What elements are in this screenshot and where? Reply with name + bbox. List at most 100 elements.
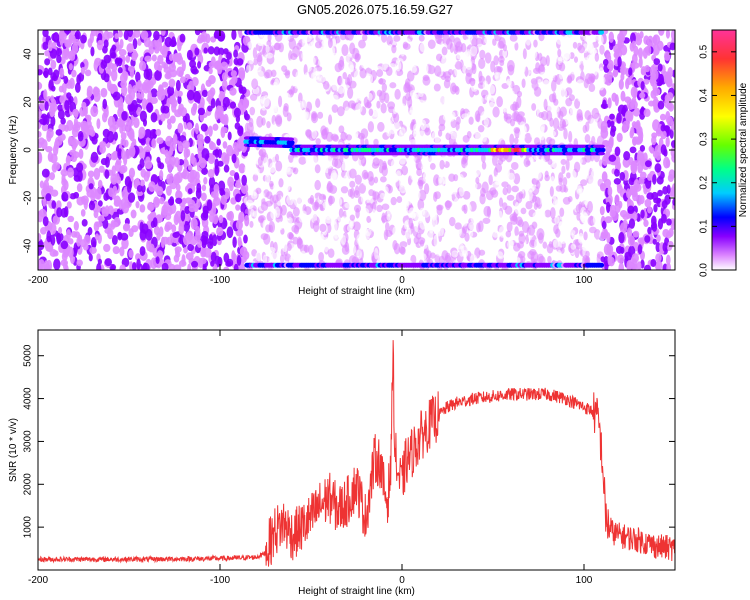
heatmap-cell <box>479 49 486 60</box>
heatmap-cell <box>167 122 172 130</box>
heatmap-cell <box>433 234 439 247</box>
heatmap-cell <box>140 179 145 187</box>
heatmap-cell <box>317 111 324 119</box>
heatmap-x-tick-label: 0 <box>399 275 405 286</box>
heatmap-cell <box>141 98 148 110</box>
heatmap-cell <box>643 78 650 85</box>
heatmap-cell <box>639 171 647 180</box>
heatmap-cell <box>637 237 644 244</box>
heatmap-cell <box>186 84 191 91</box>
heatmap-cell <box>669 42 675 51</box>
heatmap-cell <box>157 90 166 101</box>
heatmap-x-tick-label: -100 <box>210 275 230 286</box>
heatmap-cell <box>660 130 667 140</box>
heatmap-cell <box>117 148 123 160</box>
heatmap-cell <box>290 191 296 201</box>
heatmap-cell <box>47 67 53 76</box>
heatmap-cell <box>292 207 300 217</box>
heatmap-cell <box>245 199 254 210</box>
heatmap-cell <box>263 157 269 170</box>
heatmap-cell <box>252 210 258 218</box>
heatmap-cell <box>558 172 564 183</box>
heatmap-cell <box>626 259 633 270</box>
heatmap-cell <box>598 159 603 167</box>
heatmap-cell <box>297 125 305 136</box>
heatmap-cell <box>45 146 53 153</box>
heatmap-cell <box>172 133 178 145</box>
heatmap-cell <box>60 117 66 125</box>
heatmap-cell <box>240 182 249 195</box>
heatmap-cell <box>506 78 512 86</box>
heatmap-cell <box>592 35 597 42</box>
heatmap-cell <box>187 164 193 171</box>
heatmap-cell <box>506 194 515 201</box>
heatmap-cell <box>174 248 180 256</box>
heatmap-cell <box>576 113 582 120</box>
heatmap-cell <box>74 30 81 41</box>
heatmap-cell <box>559 118 566 129</box>
heatmap-cell <box>90 46 95 57</box>
heatmap-cell <box>599 205 605 216</box>
heatmap-cell <box>257 54 263 67</box>
heatmap-cell <box>417 179 424 187</box>
heatmap-cell <box>333 230 339 239</box>
heatmap-cell <box>282 160 290 168</box>
heatmap-cell <box>74 82 81 93</box>
heatmap-cell <box>121 84 128 97</box>
heatmap-cell <box>597 147 606 153</box>
heatmap-cell <box>296 42 302 50</box>
heatmap-cell <box>175 197 183 204</box>
heatmap-cell <box>392 226 400 237</box>
heatmap-cell <box>481 153 486 163</box>
heatmap-cell <box>72 108 79 117</box>
heatmap-cell <box>166 173 174 185</box>
heatmap-cell <box>221 79 228 92</box>
heatmap-cell <box>63 180 69 191</box>
heatmap-cell <box>595 186 600 199</box>
heatmap-cell <box>341 44 349 56</box>
heatmap-cell <box>552 239 560 248</box>
heatmap-cell <box>237 102 242 109</box>
heatmap-cell <box>55 136 63 146</box>
heatmap-cell <box>528 186 535 193</box>
heatmap-cell <box>520 177 528 185</box>
heatmap-cell <box>148 46 155 55</box>
heatmap-cell <box>207 89 215 99</box>
heatmap-cell <box>213 46 221 56</box>
heatmap-cell <box>429 162 436 170</box>
heatmap-cell <box>117 58 122 67</box>
heatmap-cell <box>210 260 215 267</box>
heatmap-cell <box>212 123 219 131</box>
heatmap-cell <box>197 140 203 149</box>
heatmap-cell <box>443 71 452 79</box>
heatmap-cell <box>542 79 550 89</box>
heatmap-cell <box>507 172 516 183</box>
heatmap-cell <box>416 112 422 120</box>
heatmap-cell <box>281 237 289 245</box>
heatmap-cell <box>598 262 605 268</box>
heatmap-cell <box>505 230 512 238</box>
heatmap-cell <box>602 99 607 109</box>
heatmap-cell <box>443 79 451 89</box>
heatmap-cell <box>141 223 149 235</box>
heatmap-cell <box>374 247 379 260</box>
heatmap-cell <box>267 246 276 254</box>
heatmap-cell <box>202 265 207 270</box>
heatmap-cell <box>547 255 552 264</box>
heatmap-cell <box>307 183 313 192</box>
heatmap-cell <box>161 262 169 270</box>
heatmap-cell <box>94 57 102 66</box>
colorbar-gradient <box>711 29 737 271</box>
heatmap-cell <box>373 176 379 184</box>
heatmap-cell <box>327 74 333 82</box>
heatmap-cell <box>422 156 431 164</box>
heatmap-cell <box>468 160 474 172</box>
heatmap-cell <box>409 104 418 115</box>
heatmap-cell <box>340 234 347 246</box>
heatmap-cell <box>500 72 505 82</box>
heatmap-cell <box>533 202 538 210</box>
colorbar-tick-label: 0.3 <box>699 132 710 146</box>
heatmap-cell <box>549 117 554 127</box>
heatmap-cell <box>438 123 446 132</box>
heatmap-cell <box>372 190 377 201</box>
